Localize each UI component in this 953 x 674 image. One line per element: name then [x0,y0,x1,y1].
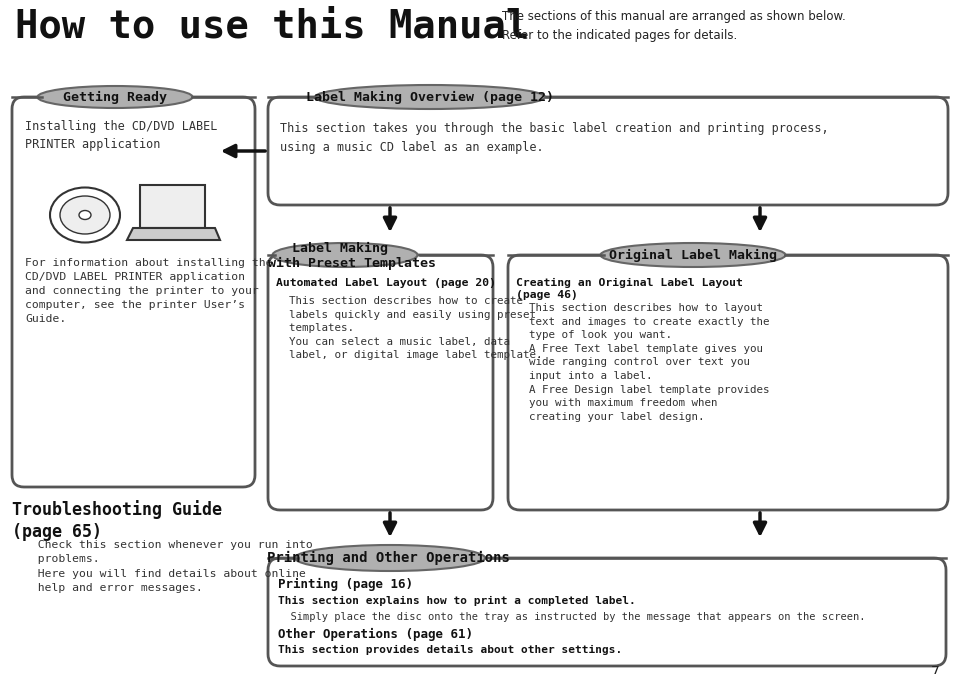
FancyBboxPatch shape [268,558,945,666]
Text: Label Making Overview (page 12): Label Making Overview (page 12) [306,90,554,104]
FancyBboxPatch shape [268,97,947,205]
Ellipse shape [283,247,406,264]
Polygon shape [127,228,220,240]
Ellipse shape [332,88,527,105]
Text: Automated Label Layout (page 20): Automated Label Layout (page 20) [275,278,496,288]
Text: Printing and Other Operations: Printing and Other Operations [266,551,509,565]
Text: Original Label Making: Original Label Making [608,249,776,262]
Text: This section explains how to print a completed label.: This section explains how to print a com… [277,596,635,606]
Text: Simply place the disc onto the tray as instructed by the message that appears on: Simply place the disc onto the tray as i… [277,612,864,622]
Text: Getting Ready: Getting Ready [63,90,167,104]
Text: Label Making: Label Making [292,241,388,255]
Text: This section describes how to layout
  text and images to create exactly the
  t: This section describes how to layout tex… [516,303,769,422]
FancyBboxPatch shape [12,97,254,487]
Ellipse shape [309,549,470,567]
Ellipse shape [614,247,771,264]
Text: Installing the CD/DVD LABEL
PRINTER application: Installing the CD/DVD LABEL PRINTER appl… [25,120,217,151]
Text: This section provides details about other settings.: This section provides details about othe… [277,645,621,655]
Text: Creating an Original Label Layout
(page 46): Creating an Original Label Layout (page … [516,278,742,301]
Text: How to use this Manual: How to use this Manual [15,8,529,46]
Ellipse shape [314,85,544,109]
Ellipse shape [599,243,784,267]
Ellipse shape [60,196,110,234]
Text: Troubleshooting Guide
(page 65): Troubleshooting Guide (page 65) [12,500,222,541]
Ellipse shape [294,545,484,571]
Ellipse shape [49,89,181,104]
Text: with Preset Templates: with Preset Templates [268,257,436,270]
Text: Check this section whenever you run into
  problems.
  Here you will find detail: Check this section whenever you run into… [24,540,313,593]
Polygon shape [140,185,205,228]
Ellipse shape [79,210,91,220]
Ellipse shape [273,243,417,267]
FancyBboxPatch shape [507,255,947,510]
Text: The sections of this manual are arranged as shown below.
Refer to the indicated : The sections of this manual are arranged… [501,10,845,42]
Text: 7: 7 [930,665,939,674]
Text: This section takes you through the basic label creation and printing process,
us: This section takes you through the basic… [280,122,828,154]
Text: Other Operations (page 61): Other Operations (page 61) [277,628,473,641]
Text: This section describes how to create
  labels quickly and easily using preset
  : This section describes how to create lab… [275,296,542,361]
Ellipse shape [50,187,120,243]
Text: Printing (page 16): Printing (page 16) [277,578,413,591]
FancyBboxPatch shape [268,255,493,510]
Text: For information about installing the
CD/DVD LABEL PRINTER application
and connec: For information about installing the CD/… [25,258,273,324]
Ellipse shape [37,86,193,108]
